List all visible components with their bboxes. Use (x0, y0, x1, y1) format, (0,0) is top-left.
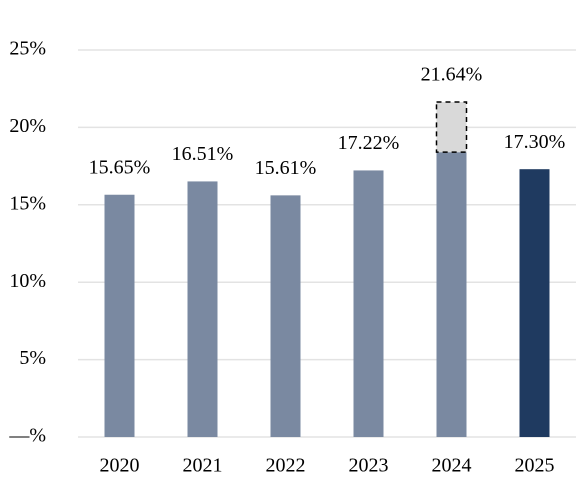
bar (187, 181, 218, 437)
x-tick-label: 2023 (349, 455, 389, 477)
value-label: 17.22% (338, 132, 400, 154)
y-tick-label: 25% (9, 38, 46, 60)
x-tick-label: 2025 (515, 455, 555, 477)
value-label: 16.51% (172, 143, 234, 165)
bar (436, 152, 467, 437)
x-tick-label: 2020 (100, 455, 140, 477)
y-tick-label: 15% (9, 192, 46, 214)
x-tick-label: 2024 (432, 455, 472, 477)
x-tick-label: 2021 (183, 455, 223, 477)
bar (104, 194, 135, 437)
y-tick-label: 20% (9, 115, 46, 137)
y-tick-label: 5% (19, 347, 46, 369)
value-label: 15.61% (255, 157, 317, 179)
y-tick-label: 10% (9, 270, 46, 292)
value-label: 21.64% (421, 64, 483, 86)
bar (270, 195, 301, 437)
bar (353, 170, 384, 438)
y-tick-label: —% (8, 425, 46, 447)
x-tick-label: 2022 (266, 455, 306, 477)
bar (519, 169, 550, 438)
bar-extension (435, 101, 468, 153)
value-label: 15.65% (89, 156, 151, 178)
value-label: 17.30% (504, 131, 566, 153)
